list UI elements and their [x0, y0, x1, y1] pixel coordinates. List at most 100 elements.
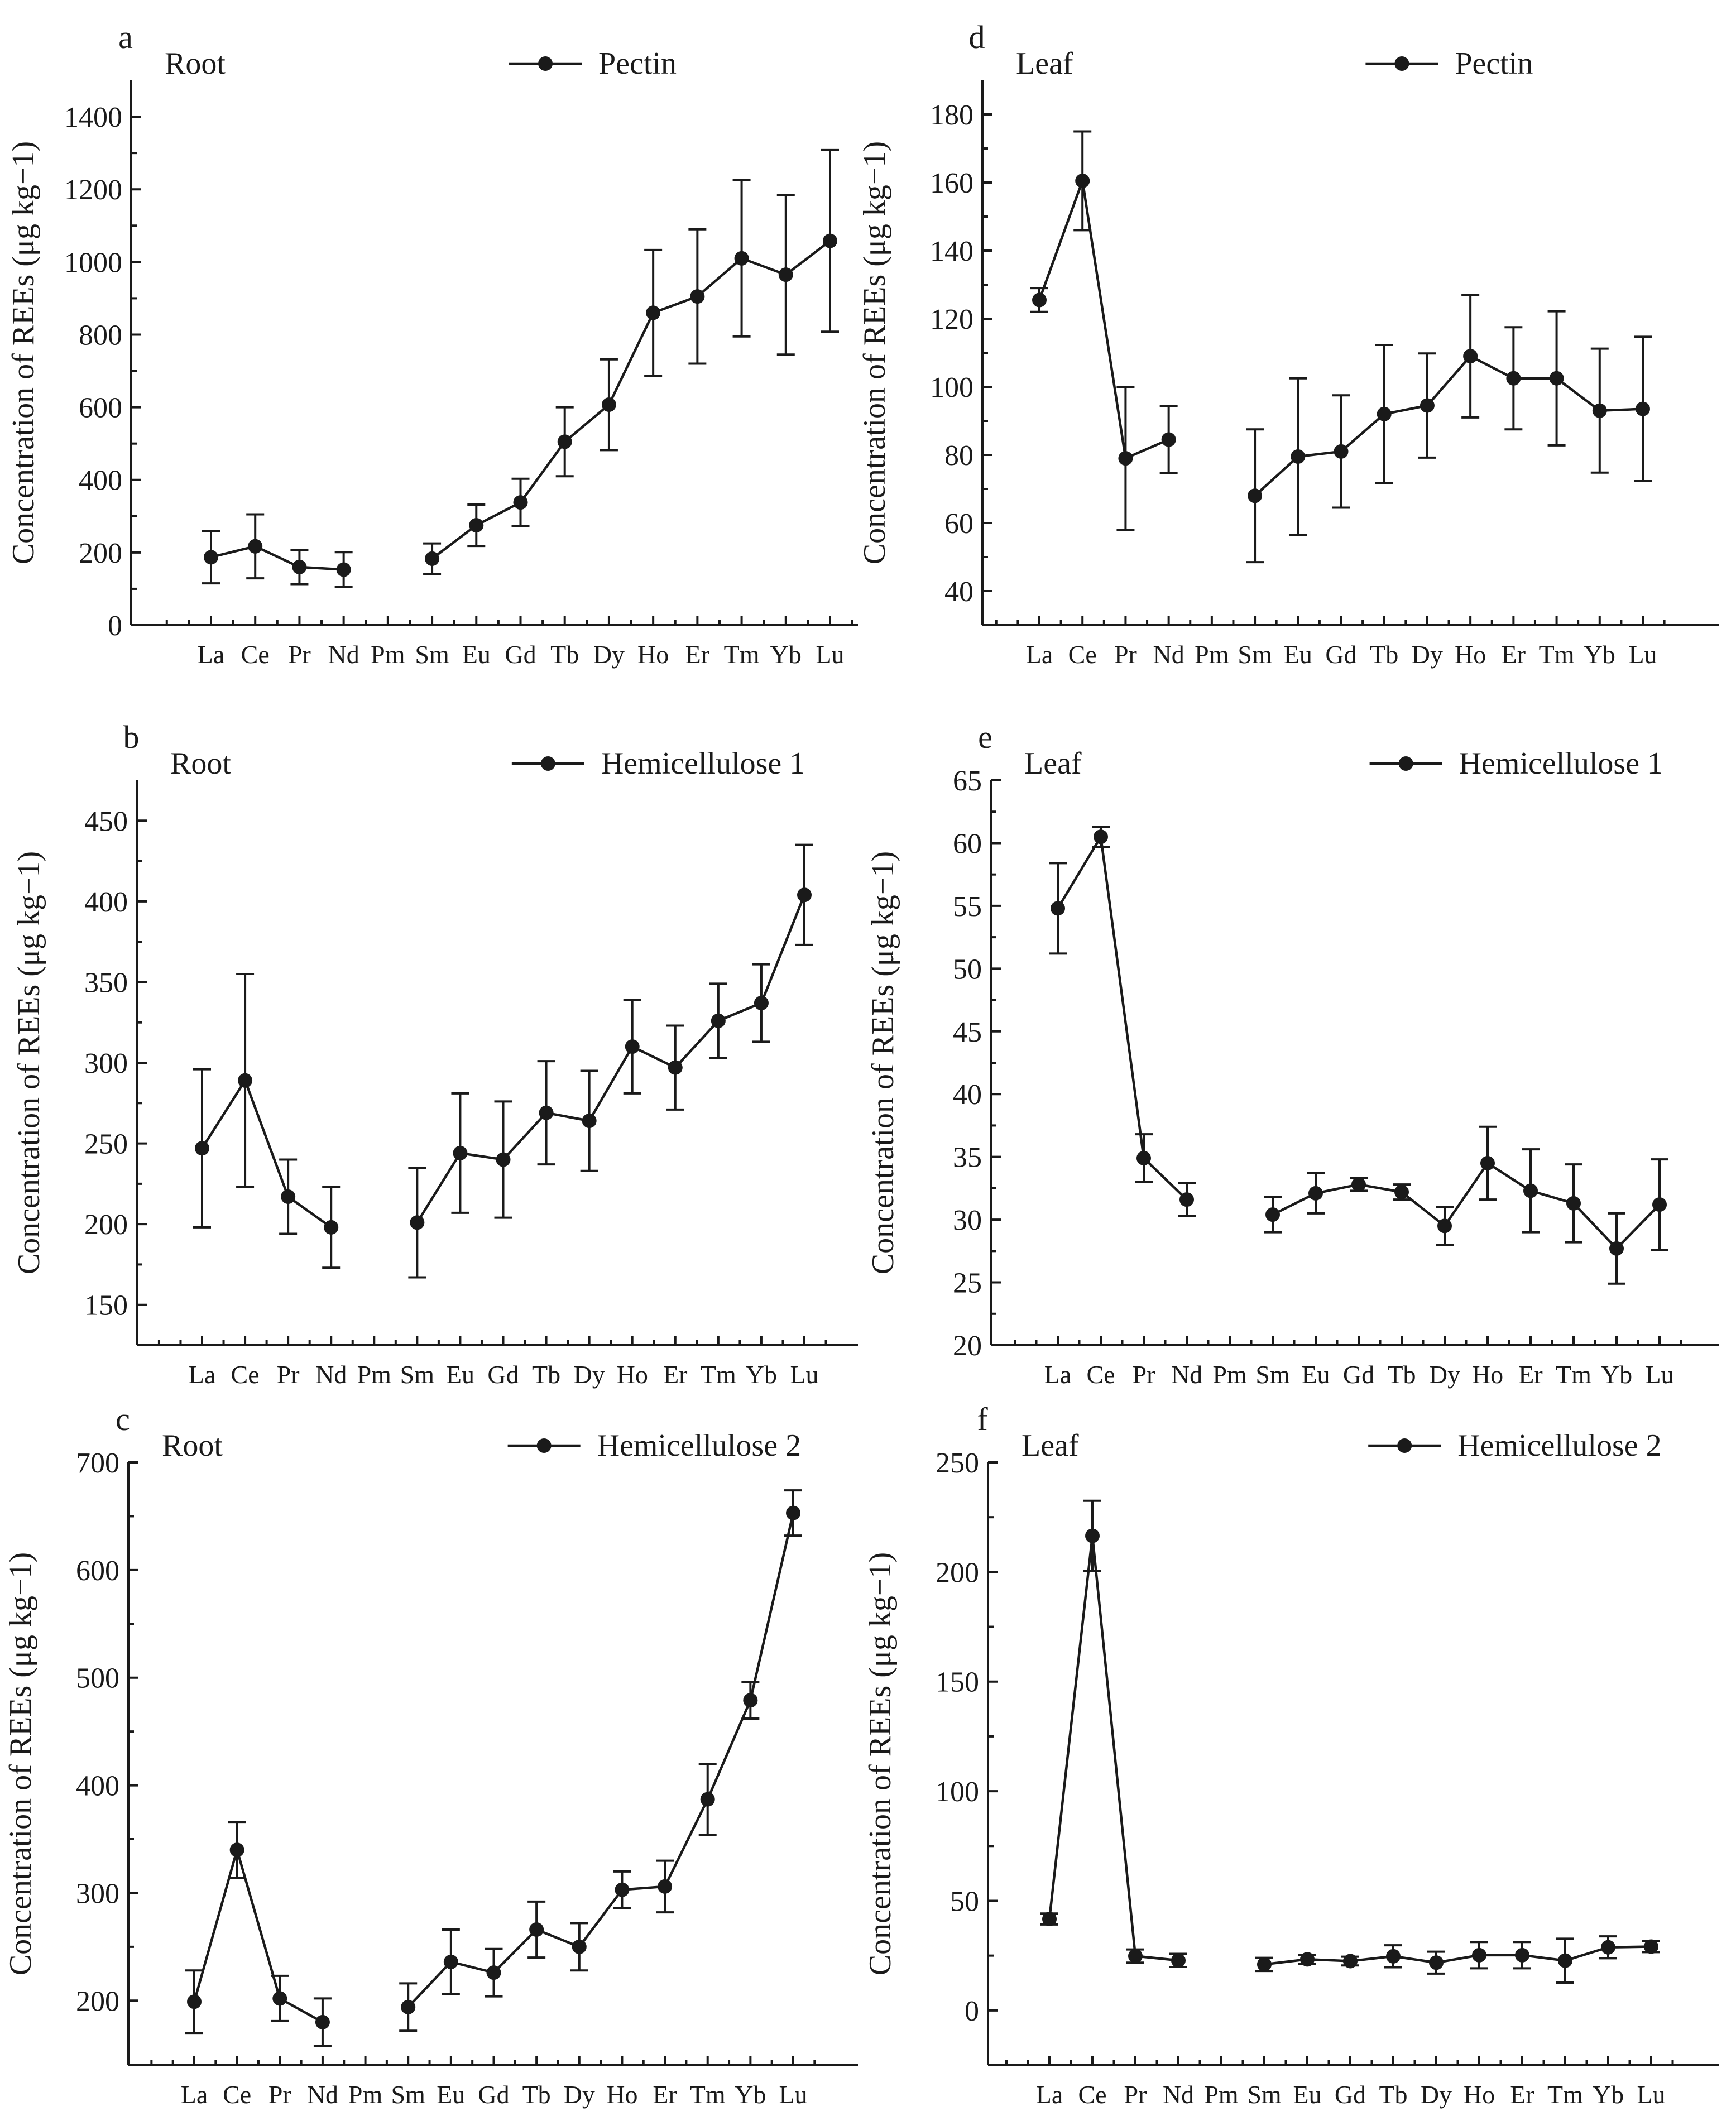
y-axis-title: Concentration of REEs (μg kg−1) — [863, 1552, 898, 1975]
y-tick-label: 400 — [76, 1770, 119, 1802]
legend-label: Hemicellulose 1 — [1459, 746, 1663, 781]
x-tick-label-er: Er — [663, 1360, 687, 1389]
y-tick-label: 100 — [930, 372, 973, 404]
series-line-segment — [210, 545, 344, 571]
y-tick-label: 180 — [930, 99, 973, 131]
x-tick-label-yb: Yb — [770, 640, 802, 669]
data-point-tm — [1566, 1196, 1581, 1211]
data-point-er — [668, 1060, 683, 1075]
legend-marker — [538, 56, 553, 71]
x-tick-label-eu: Eu — [446, 1360, 474, 1389]
x-tick-label-tm: Tm — [1556, 1360, 1591, 1389]
data-point-eu — [453, 1145, 468, 1160]
data-point-yb — [1601, 1940, 1615, 1955]
chart-panel-c: 200 300 400 500 600 700 La Ce Pr Nd Pm Sm Eu Gd Tb Dy Ho… — [3, 1401, 858, 2109]
data-point-lu — [786, 1505, 800, 1520]
data-point-nd — [1171, 1953, 1186, 1968]
x-tick-label-eu: Eu — [437, 2080, 465, 2109]
panel-label-e: e — [978, 719, 992, 755]
x-tick-label-la: La — [1036, 2080, 1063, 2109]
x-tick-label-ho: Ho — [617, 1360, 648, 1389]
y-tick-label: 0 — [965, 1995, 979, 2027]
tissue-label: Leaf — [1022, 1428, 1079, 1463]
y-tick-label: 500 — [76, 1663, 119, 1695]
x-tick-label-tm: Tm — [690, 2080, 726, 2109]
y-tick-label: 40 — [953, 1079, 982, 1111]
x-tick-label-er: Er — [1510, 2080, 1534, 2109]
data-point-gd — [1351, 1177, 1366, 1192]
y-tick-label: 200 — [84, 1209, 128, 1241]
x-tick-label-ho: Ho — [606, 2080, 637, 2109]
x-tick-label-er: Er — [1502, 640, 1526, 669]
x-tick-label-lu: Lu — [790, 1360, 818, 1389]
data-point-sm — [401, 1999, 416, 2014]
y-tick-label: 30 — [953, 1205, 982, 1236]
x-tick-label-ho: Ho — [1472, 1360, 1503, 1389]
x-tick-label-la: La — [1044, 1360, 1072, 1389]
x-tick-label-lu: Lu — [1645, 1360, 1673, 1389]
data-point-eu — [469, 518, 484, 533]
data-point-er — [690, 289, 705, 304]
x-tick-label-lu: Lu — [779, 2080, 807, 2109]
x-tick-label-la: La — [198, 640, 225, 669]
chart-panel-e: 20 25 30 35 40 45 50 55 60 65 La Ce Pr Nd Pm Sm Eu Gd Tb Dy… — [866, 719, 1719, 1389]
y-tick-label: 600 — [76, 1555, 119, 1587]
data-point-ho — [646, 305, 661, 320]
data-point-sm — [1248, 488, 1263, 503]
y-tick-label: 35 — [953, 1142, 982, 1174]
data-point-pr — [272, 1991, 287, 2006]
chart-panel-d: 40 60 80 100 120 140 160 180 La Ce Pr Nd Pm Sm Eu Gd Tb D… — [857, 19, 1719, 669]
data-point-yb — [1592, 403, 1607, 418]
y-tick-label: 120 — [930, 304, 973, 335]
data-point-dy — [582, 1114, 597, 1129]
x-tick-label-lu: Lu — [1637, 2080, 1665, 2109]
x-tick-label-pr: Pr — [1133, 1360, 1155, 1389]
x-tick-label-ce: Ce — [1086, 1360, 1115, 1389]
data-point-dy — [601, 397, 616, 412]
data-point-ce — [248, 539, 263, 554]
data-point-tb — [529, 1922, 544, 1937]
data-point-er — [1506, 371, 1521, 386]
y-tick-label: 200 — [79, 538, 122, 569]
y-tick-label: 350 — [84, 967, 128, 999]
series-line-segment — [431, 239, 831, 560]
x-tick-label-pm: Pm — [348, 2080, 383, 2109]
x-tick-label-yb: Yb — [1593, 2080, 1624, 2109]
x-tick-label-pr: Pr — [268, 2080, 291, 2109]
data-point-eu — [1300, 1952, 1315, 1967]
x-tick-label-sm: Sm — [1247, 2080, 1282, 2109]
y-tick-label: 250 — [84, 1129, 128, 1160]
x-tick-label-ce: Ce — [1068, 640, 1097, 669]
x-tick-label-tm: Tm — [1547, 2080, 1583, 2109]
x-tick-label-ho: Ho — [637, 640, 669, 669]
legend-label: Hemicellulose 1 — [601, 746, 805, 781]
y-tick-label: 0 — [108, 610, 122, 642]
x-tick-label-ce: Ce — [231, 1360, 260, 1389]
data-point-tb — [1394, 1184, 1409, 1199]
y-tick-label: 150 — [84, 1290, 128, 1322]
x-tick-label-tm: Tm — [724, 640, 760, 669]
data-point-tb — [1377, 406, 1392, 421]
y-tick-label: 40 — [944, 576, 973, 608]
y-axis-title: Concentration of REEs (μg kg−1) — [857, 141, 892, 564]
data-point-ho — [625, 1039, 640, 1054]
data-point-la — [1032, 292, 1047, 308]
x-tick-label-er: Er — [685, 640, 709, 669]
x-tick-label-tb: Tb — [522, 2080, 551, 2109]
y-tick-label: 200 — [76, 1985, 119, 2017]
x-tick-label-la: La — [1026, 640, 1053, 669]
data-point-gd — [1334, 444, 1349, 459]
x-tick-label-sm: Sm — [391, 2080, 426, 2109]
x-tick-label-yb: Yb — [1584, 640, 1615, 669]
data-point-gd — [1343, 1954, 1358, 1969]
data-point-la — [204, 550, 218, 565]
x-tick-label-eu: Eu — [1293, 2080, 1321, 2109]
series-line-segment — [1038, 180, 1169, 460]
y-tick-label: 60 — [944, 508, 973, 540]
panel-label-c: c — [116, 1401, 130, 1437]
data-point-ce — [1094, 829, 1108, 845]
x-tick-label-pr: Pr — [1114, 640, 1137, 669]
y-tick-label: 50 — [953, 953, 982, 985]
y-tick-label: 700 — [76, 1447, 119, 1479]
